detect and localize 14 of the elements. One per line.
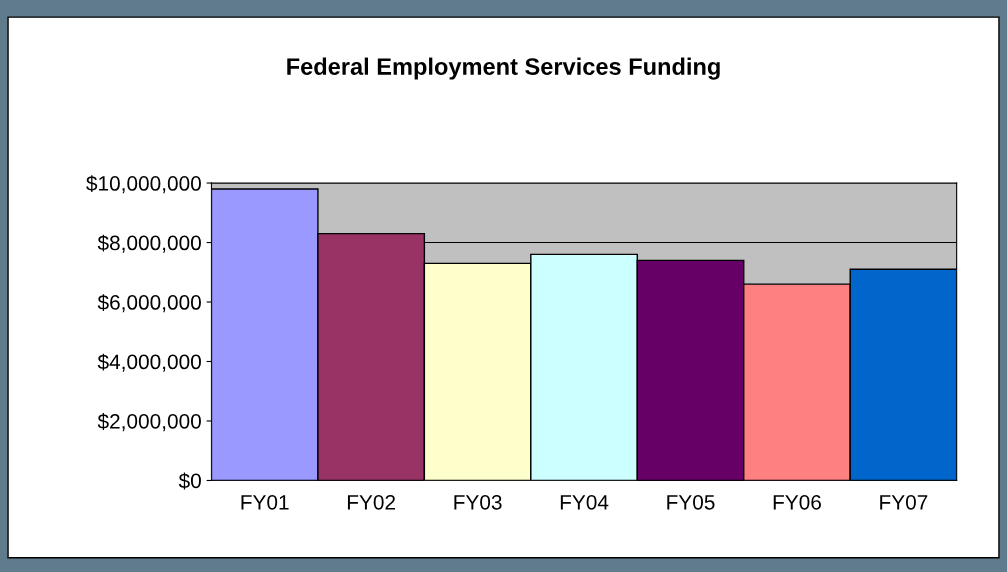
y-tick-label: $4,000,000 xyxy=(97,353,201,372)
y-tick-label: $0 xyxy=(178,472,201,490)
x-tick-label: FY04 xyxy=(560,494,609,510)
x-tick-label: FY07 xyxy=(880,494,928,510)
x-tick-label: FY01 xyxy=(241,494,289,510)
x-tick-label: FY06 xyxy=(773,494,821,510)
x-tick-label: FY02 xyxy=(347,494,395,510)
y-tick-label: $8,000,000 xyxy=(97,234,201,253)
x-tick-label: FY03 xyxy=(454,494,502,510)
y-tick-label: $6,000,000 xyxy=(97,294,201,313)
x-tick-label: FY05 xyxy=(667,494,715,510)
y-tick-label: $2,000,000 xyxy=(97,413,201,432)
chart-title: Federal Employment Services Funding xyxy=(287,57,720,80)
y-tick-label: $10,000,000 xyxy=(86,175,201,194)
